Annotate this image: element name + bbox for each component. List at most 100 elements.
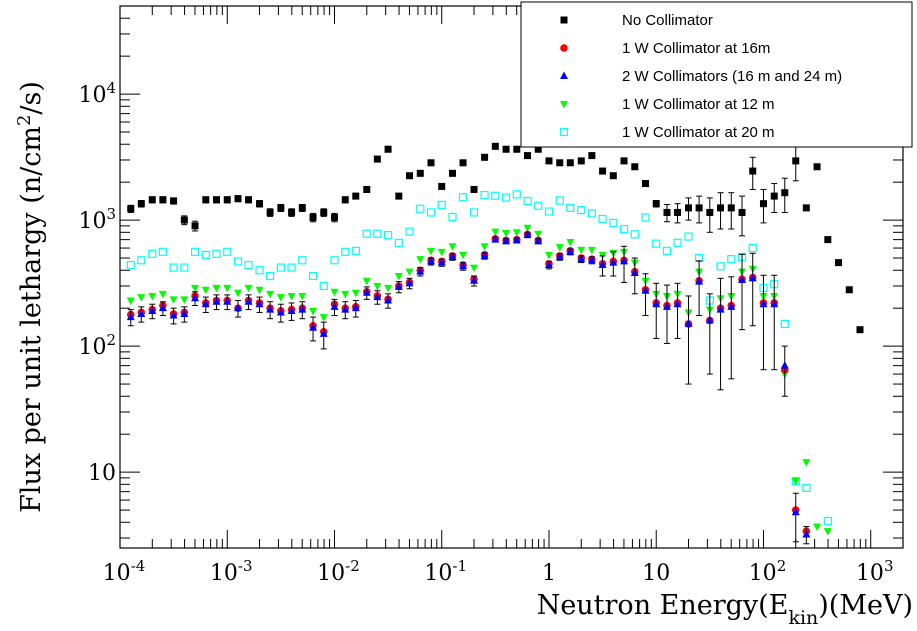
data-point [491, 191, 500, 200]
data-point [245, 196, 253, 204]
data-point [684, 232, 693, 241]
data-point [169, 310, 178, 319]
data-point [802, 459, 811, 467]
data-point [673, 238, 682, 247]
data-point [609, 172, 617, 180]
data-point [620, 157, 628, 165]
legend-marker [559, 127, 569, 137]
data-point [577, 254, 586, 263]
data-point [373, 292, 382, 301]
data-point [577, 246, 586, 255]
data-point [448, 212, 457, 222]
data-point [266, 290, 275, 299]
data-point [287, 263, 296, 272]
data-point [587, 255, 596, 264]
data-point [641, 180, 649, 188]
data-point [716, 262, 725, 271]
data-point [266, 208, 274, 216]
data-point [384, 296, 393, 304]
data-point [480, 251, 489, 259]
data-point [599, 167, 607, 175]
data-point [362, 229, 371, 238]
x-axis-title: Neutron Energy(Ekin)(MeV) [537, 590, 913, 629]
data-point [555, 252, 564, 260]
data-point [748, 243, 757, 253]
data-point [148, 196, 156, 204]
data-point [824, 236, 832, 244]
data-point [791, 507, 800, 516]
axes-frame [119, 5, 904, 549]
data-point [770, 192, 778, 200]
data-point [126, 297, 135, 306]
data-point [749, 167, 757, 175]
data-point [426, 208, 436, 217]
data-point [395, 192, 403, 200]
data-point [394, 238, 403, 247]
data-point [426, 256, 435, 265]
y-axis-title: Flux per unit lethargy (n/cm2/s) [14, 81, 47, 513]
y-tick-label: 103 [78, 205, 116, 234]
data-point [373, 155, 381, 163]
data-point [727, 204, 735, 212]
data-point [470, 276, 479, 284]
data-point [202, 196, 210, 204]
data-point [180, 263, 189, 272]
data-point [652, 200, 660, 208]
data-point [298, 256, 307, 265]
data-point [448, 252, 457, 260]
data-point [544, 260, 553, 269]
data-point [276, 307, 285, 316]
data-point [780, 319, 789, 329]
data-point [566, 203, 575, 212]
data-point [180, 309, 189, 317]
data-point [813, 163, 821, 171]
data-point [190, 247, 200, 256]
data-point [620, 256, 629, 265]
data-point [695, 204, 703, 212]
data-point [158, 290, 167, 299]
data-point [469, 208, 479, 217]
data-point [298, 305, 307, 313]
data-point [287, 292, 296, 301]
data-point [685, 204, 693, 212]
data-point [330, 288, 339, 297]
plot-frame [119, 5, 904, 549]
legend-label: 1 W Collimator at 12 m [622, 96, 775, 113]
data-point [394, 282, 403, 290]
data-point [491, 228, 500, 237]
data-point [288, 208, 296, 216]
data-point [512, 190, 521, 199]
data-point [480, 190, 489, 200]
y-tick-label: 104 [78, 79, 116, 108]
data-point [738, 208, 746, 216]
data-point [791, 478, 800, 486]
data-point [255, 266, 264, 275]
data-point [780, 361, 789, 369]
data-point [277, 204, 285, 212]
data-point [351, 303, 360, 312]
data-point [513, 145, 521, 153]
data-point [234, 195, 242, 203]
data-point [427, 159, 435, 167]
data-point [405, 227, 414, 236]
data-point [673, 299, 682, 308]
data-point [674, 208, 682, 216]
data-point [191, 222, 199, 230]
data-point [598, 214, 607, 224]
data-point [341, 196, 349, 204]
data-point [244, 297, 253, 305]
data-point [706, 208, 714, 216]
data-point [148, 249, 157, 258]
data-point [727, 255, 736, 264]
axis-titles: Neutron Energy(Ekin)(MeV) Flux per unit l… [14, 81, 913, 629]
data-point [363, 185, 371, 193]
data-point [169, 296, 178, 304]
data-point [405, 278, 414, 287]
data-point [802, 483, 811, 492]
data-point [309, 307, 318, 316]
data-point [544, 251, 553, 260]
data-point [695, 277, 704, 285]
data-point [406, 172, 414, 180]
data-point [233, 257, 243, 266]
